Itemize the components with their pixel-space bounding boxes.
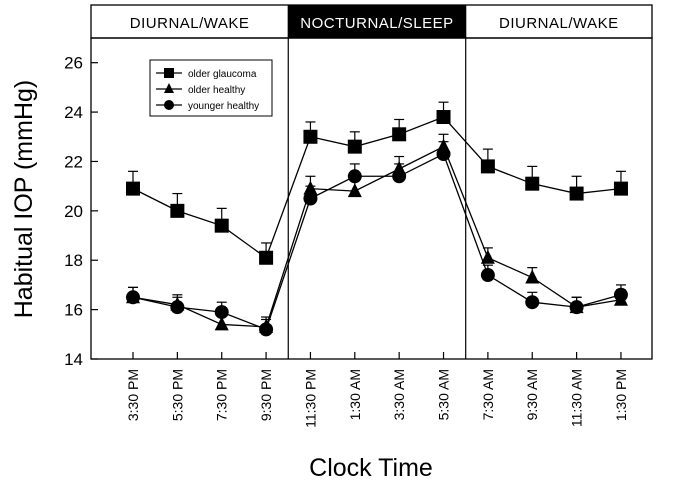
data-point-square (170, 203, 185, 218)
x-tick-label: 5:30 AM (436, 369, 452, 420)
data-point-square (436, 110, 451, 125)
data-point-circle (480, 268, 495, 283)
data-point-square (303, 129, 318, 144)
y-tick-label: 24 (64, 103, 83, 122)
data-point-circle (347, 169, 362, 184)
data-point-circle (170, 300, 185, 315)
data-point-triangle (525, 269, 540, 284)
y-tick-label: 14 (64, 350, 83, 369)
data-point-triangle (480, 249, 495, 264)
x-tick-label: 3:30 PM (125, 369, 141, 421)
y-axis: 14 16 18 20 22 24 26 (64, 54, 98, 369)
x-tick-label: 7:30 PM (214, 369, 230, 421)
x-tick-label: 1:30 AM (347, 369, 363, 420)
y-tick-label: 16 (64, 301, 83, 320)
data-point-square (525, 176, 540, 191)
series-triangle (126, 133, 628, 333)
x-tick-label: 9:30 AM (524, 369, 540, 420)
legend-label: older glaucoma (188, 69, 257, 80)
x-tick-label: 11:30 PM (302, 369, 318, 428)
period-dividers (287, 5, 467, 359)
data-point-square (569, 186, 584, 201)
data-point-triangle (347, 183, 362, 198)
x-axis-title: Clock Time (309, 454, 433, 482)
data-point-circle (303, 191, 318, 206)
legend-label: older healthy (188, 85, 245, 96)
x-tick-label: 1:30 PM (613, 369, 629, 421)
data-point-square (164, 68, 174, 78)
data-point-square (126, 181, 140, 196)
data-point-circle (613, 287, 628, 302)
period-label: DIURNAL/WAKE (130, 15, 250, 32)
data-point-square (613, 181, 628, 196)
data-point-circle (436, 147, 451, 162)
data-point-square (214, 218, 229, 233)
legend-label: younger healthy (188, 101, 259, 112)
data-point-triangle (214, 316, 229, 331)
data-point-triangle (164, 83, 174, 93)
plot-frame (90, 37, 653, 360)
y-tick-label: 20 (64, 202, 83, 221)
data-point-circle (164, 100, 174, 110)
data-point-circle (569, 300, 584, 315)
x-tick-label: 5:30 PM (169, 369, 185, 421)
y-tick-label: 22 (64, 152, 83, 171)
x-tick-label: 11:30 AM (569, 369, 585, 427)
series-line (132, 153, 622, 331)
data-point-circle (392, 169, 407, 184)
data-point-square (259, 250, 274, 265)
series-square (126, 101, 628, 265)
period-banner: DIURNAL/WAKE NOCTURNAL/SLEEP DIURNAL/WAKE (90, 4, 653, 39)
series-circle (126, 141, 628, 337)
data-point-square (480, 159, 495, 174)
period-band-dark (288, 5, 466, 38)
data-point-circle (214, 305, 229, 320)
data-point-square (347, 139, 362, 154)
x-tick-label: 9:30 PM (258, 369, 274, 421)
series-line (132, 145, 622, 328)
y-axis-title: Habitual IOP (mmHg) (10, 80, 38, 319)
series-area (126, 101, 628, 337)
period-label: DIURNAL/WAKE (499, 15, 619, 32)
y-tick-label: 26 (64, 54, 83, 73)
data-point-square (392, 127, 407, 142)
series-line (132, 116, 622, 259)
data-point-circle (259, 322, 274, 337)
period-label: NOCTURNAL/SLEEP (300, 15, 453, 32)
y-tick-label: 18 (64, 251, 83, 270)
legend: older glaucoma older healthy younger healt… (149, 59, 273, 117)
data-point-circle (525, 295, 540, 310)
x-tick-label: 3:30 AM (391, 369, 407, 420)
x-axis: 3:30 PM 5:30 PM 7:30 PM 9:30 PM 11:30 PM 1:30… (125, 352, 629, 428)
data-point-circle (126, 290, 140, 305)
x-tick-label: 7:30 AM (480, 369, 496, 420)
